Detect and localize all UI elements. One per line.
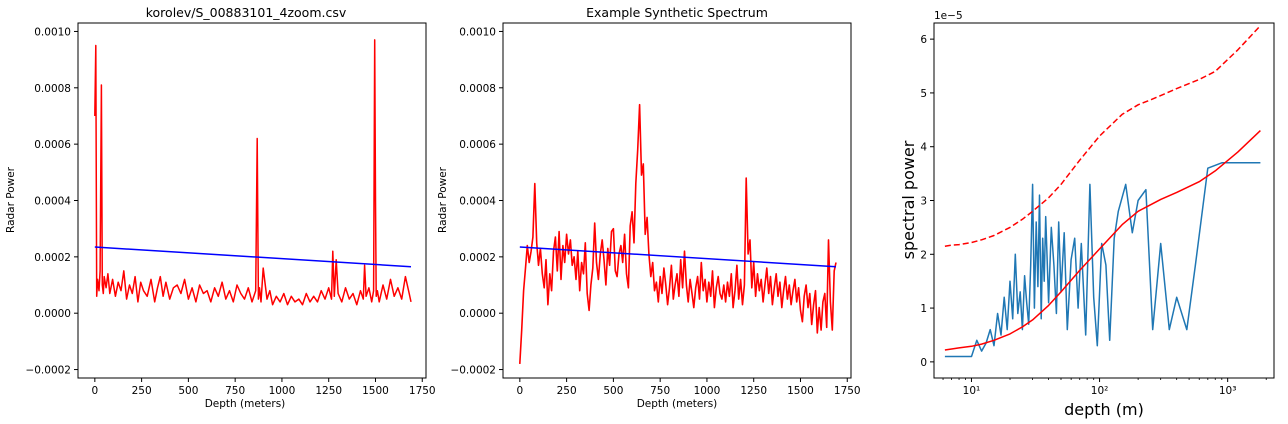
x-tick-label: 1750 (409, 385, 436, 397)
y-tick-label: 1 (920, 303, 927, 315)
x-tick-label: 1500 (362, 385, 389, 397)
x-tick-label: 1000 (694, 385, 721, 397)
x-tick-label: 10³ (1219, 385, 1237, 397)
y-tick-label: 0.0010 (459, 26, 496, 38)
x-tick-label: 10² (1091, 385, 1109, 397)
panel-2-ylabel: Radar Power (437, 166, 449, 233)
y-tick-label: 3 (920, 196, 927, 208)
panel-2-frame (502, 22, 852, 379)
y-tick-label: 0.0002 (459, 252, 496, 264)
panel-3-ylabel: spectral power (899, 140, 918, 259)
x-tick-label: 250 (557, 385, 577, 397)
y-tick-label: 2 (920, 249, 927, 261)
y-tick-label: 0.0000 (459, 308, 496, 320)
y-tick-label: 5 (920, 88, 927, 100)
y-tick-label: 0.0004 (459, 196, 496, 208)
series-line-1 (944, 130, 1261, 351)
panel-1: korolev/S_00883101_4zoom.csv 0 250 500 750 1… (5, 5, 436, 410)
panel-3-xlabel: depth (m) (1064, 400, 1144, 419)
series-line-0 (944, 162, 1261, 358)
series-line-2 (944, 25, 1261, 247)
y-tick-label: 0.0010 (34, 26, 71, 38)
y-tick-label: 0.0008 (34, 83, 71, 95)
x-tick-label: 500 (178, 385, 198, 397)
x-tick-label: 750 (650, 385, 670, 397)
x-tick-label: 1250 (315, 385, 342, 397)
y-tick-label: 0.0000 (34, 308, 71, 320)
x-tick-label: 1500 (787, 385, 814, 397)
panel-1-frame (77, 22, 427, 379)
x-tick-label: 750 (225, 385, 245, 397)
x-tick-label: 250 (132, 385, 152, 397)
panel-2-xlabel: Depth (meters) (637, 398, 718, 410)
panel-3: 1e−5 10¹ 10² 10³ 0 1 2 3 4 5 6 depth (m) spectral… (899, 10, 1275, 419)
x-tick-label: 0 (516, 385, 523, 397)
x-tick-label: 1750 (834, 385, 861, 397)
x-tick-label: 10¹ (963, 385, 981, 397)
panel-1-ylabel: Radar Power (5, 166, 17, 233)
x-tick-label: 1000 (269, 385, 296, 397)
series-line-0 (519, 103, 837, 364)
panel-3-frame (933, 22, 1275, 379)
series-line-1 (519, 246, 837, 268)
y-tick-label: 4 (920, 142, 927, 154)
y-tick-label: 0.0008 (459, 83, 496, 95)
panel-1-xlabel: Depth (meters) (205, 398, 286, 410)
series-line-1 (94, 246, 412, 268)
y-tick-label: −0.0002 (450, 365, 496, 377)
panel-2: Example Synthetic Spectrum 0 250 500 750 100… (437, 5, 861, 410)
panel-3-offset-text: 1e−5 (934, 10, 963, 22)
x-tick-label: 500 (603, 385, 623, 397)
y-tick-label: 6 (920, 34, 927, 46)
y-tick-label: 0.0006 (459, 139, 496, 151)
series-line-0 (94, 39, 412, 306)
y-tick-label: 0 (920, 357, 927, 369)
y-tick-label: 0.0004 (34, 196, 71, 208)
y-tick-label: −0.0002 (25, 365, 71, 377)
panel-1-title: korolev/S_00883101_4zoom.csv (146, 5, 347, 20)
panel-2-title: Example Synthetic Spectrum (586, 5, 768, 20)
y-tick-label: 0.0006 (34, 139, 71, 151)
x-tick-label: 1250 (740, 385, 767, 397)
x-tick-label: 0 (91, 385, 98, 397)
y-tick-label: 0.0002 (34, 252, 71, 264)
